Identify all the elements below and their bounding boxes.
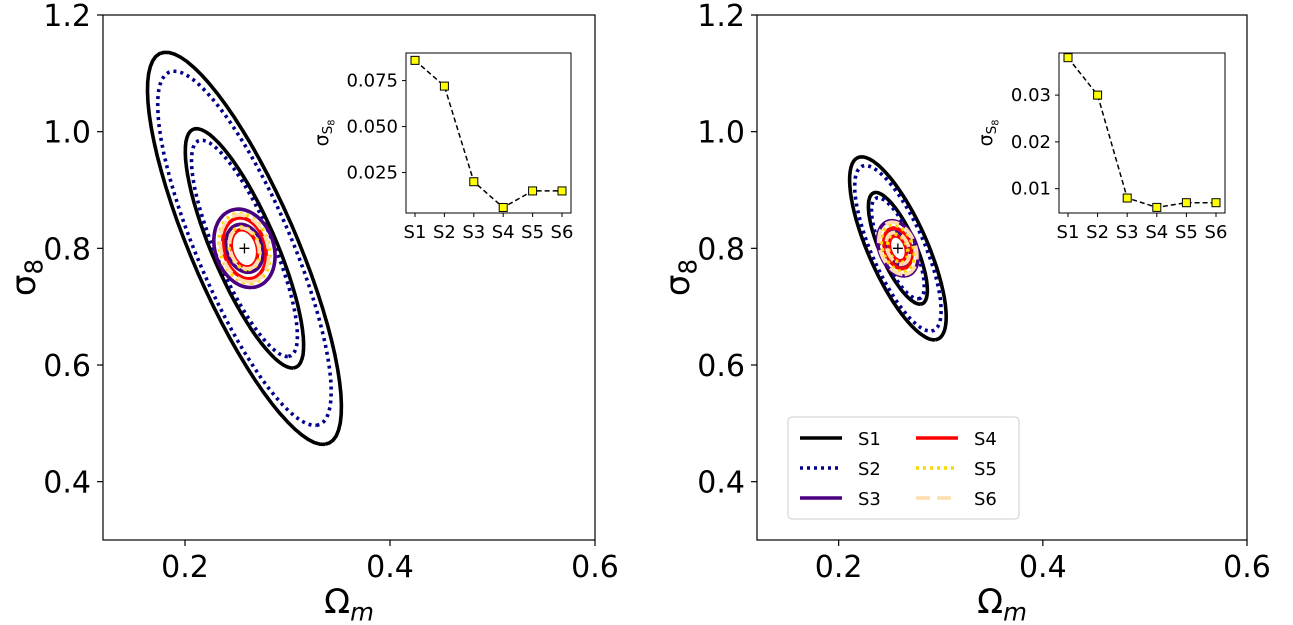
inset-x-tick-label: S5 <box>521 222 544 243</box>
legend-label-s6: S6 <box>974 489 997 510</box>
contour-s4-outer <box>882 226 914 271</box>
inset-point-s6 <box>557 186 567 196</box>
y-tick-label: 0.8 <box>697 232 745 267</box>
inset-x-tick-label: S1 <box>1057 222 1080 243</box>
y-tick-label: 1.0 <box>697 116 745 151</box>
y-tick-label: 1.2 <box>697 0 745 34</box>
inset-y-tick-label: 0.075 <box>346 71 398 92</box>
inset-x-tick-label: S6 <box>551 222 574 243</box>
inset-y-tick-label: 0.02 <box>1011 132 1051 153</box>
axes-frame <box>102 14 596 541</box>
contour-s6-inner <box>884 230 912 267</box>
legend-label-s1: S1 <box>858 429 881 450</box>
inset-point-s5 <box>528 186 538 196</box>
contour-s3-outer <box>212 207 277 290</box>
x-tick-label: 0.2 <box>161 550 209 585</box>
y-tick-label: 0.4 <box>43 466 91 501</box>
inset-y-axis-label: σS8 <box>311 120 337 147</box>
x-tick-label: 0.6 <box>1223 550 1271 585</box>
legend-label-s3: S3 <box>858 489 881 510</box>
contour-s3-inner <box>224 222 265 275</box>
x-tick-label: 0.2 <box>815 550 863 585</box>
inset-y-tick-label: 0.01 <box>1011 179 1051 200</box>
x-tick-label: 0.6 <box>571 550 619 585</box>
y-tick-label: 0.4 <box>697 466 745 501</box>
y-axis-label: σ8 <box>658 259 702 296</box>
inset-chart: S1 S2 S3 S4 S5 S6 0.025 0.050 0.075 σS8 <box>311 52 574 243</box>
inset-x-tick-label: S2 <box>1086 222 1109 243</box>
x-axis-label: Ωm <box>977 582 1027 625</box>
x-axis-label: Ωm <box>324 582 374 625</box>
contour-s1-inner <box>183 126 306 370</box>
inset-frame <box>405 52 572 214</box>
inset-x-tick-label: S3 <box>462 222 485 243</box>
inset-chart: S1 S2 S3 S4 S5 S6 0.01 0.02 0.03 σS8 <box>975 52 1228 243</box>
inset-x-tick-label: S5 <box>1175 222 1198 243</box>
y-tick-label: 1.0 <box>43 116 91 151</box>
contour-group <box>145 50 344 447</box>
fiducial-marker <box>239 243 250 254</box>
inset-frame <box>1058 52 1226 214</box>
inset-point-s5 <box>1181 198 1191 208</box>
axes-frame <box>756 14 1248 541</box>
panel-1: 0.2 0.4 0.6 0.4 0.6 0.8 1.0 1.2 Ωm σ8 S1 S2 S3 S4 S5 S6… <box>4 0 619 625</box>
inset-y-tick-label: 0.03 <box>1011 85 1051 106</box>
contour-s1-outer <box>847 155 948 342</box>
inset-point-s1 <box>1063 53 1073 63</box>
inset-y-tick-label: 0.050 <box>346 117 398 138</box>
legend: S1 S2 S3 S4 S5 S6 <box>787 416 1020 520</box>
contour-s6-outer <box>877 220 919 277</box>
contour-s2-outer <box>155 69 333 428</box>
inset-line <box>1067 57 1216 209</box>
inset-point-s4 <box>1152 202 1162 212</box>
contour-s1-outer <box>145 50 344 447</box>
inset-x-tick-label: S3 <box>1116 222 1139 243</box>
inset-x-tick-label: S2 <box>433 222 456 243</box>
contour-s6-outer <box>218 213 271 284</box>
inset-point-s4 <box>498 202 508 212</box>
contour-s2-inner <box>189 138 300 359</box>
inset-point-s2 <box>1093 90 1103 100</box>
inset-point-s3 <box>1122 193 1132 203</box>
y-tick-label: 0.6 <box>697 349 745 384</box>
contour-s4-outer <box>221 216 268 281</box>
contour-group <box>847 155 948 342</box>
inset-point-s1 <box>410 55 420 65</box>
inset-y-tick-label: 0.025 <box>346 163 398 184</box>
x-tick-label: 0.4 <box>1019 550 1067 585</box>
inset-x-tick-label: S4 <box>492 222 515 243</box>
inset-point-s2 <box>439 81 449 91</box>
legend-label-s2: S2 <box>858 459 881 480</box>
inset-y-axis-label: σS8 <box>975 120 1001 147</box>
contour-s6-inner <box>227 226 261 271</box>
y-tick-label: 0.8 <box>43 232 91 267</box>
contour-s2-inner <box>869 196 926 301</box>
x-tick-label: 0.4 <box>366 550 414 585</box>
fiducial-marker <box>892 243 903 254</box>
y-axis-label: σ8 <box>4 259 48 296</box>
inset-x-tick-label: S4 <box>1145 222 1168 243</box>
inset-line <box>414 59 562 209</box>
inset-point-s6 <box>1211 198 1221 208</box>
inset-x-tick-label: S6 <box>1205 222 1228 243</box>
y-tick-label: 1.2 <box>43 0 91 34</box>
inset-point-s3 <box>469 177 479 187</box>
y-tick-label: 0.6 <box>43 349 91 384</box>
legend-label-s5: S5 <box>974 459 997 480</box>
legend-label-s4: S4 <box>974 429 997 450</box>
inset-x-tick-label: S1 <box>404 222 427 243</box>
panel-2: 0.2 0.4 0.6 0.4 0.6 0.8 1.0 1.2 Ωm σ8 S1 S2 S3 S4 S5 S6… <box>658 0 1271 625</box>
contour-s1-inner <box>866 190 930 306</box>
legend-frame <box>787 416 1020 520</box>
